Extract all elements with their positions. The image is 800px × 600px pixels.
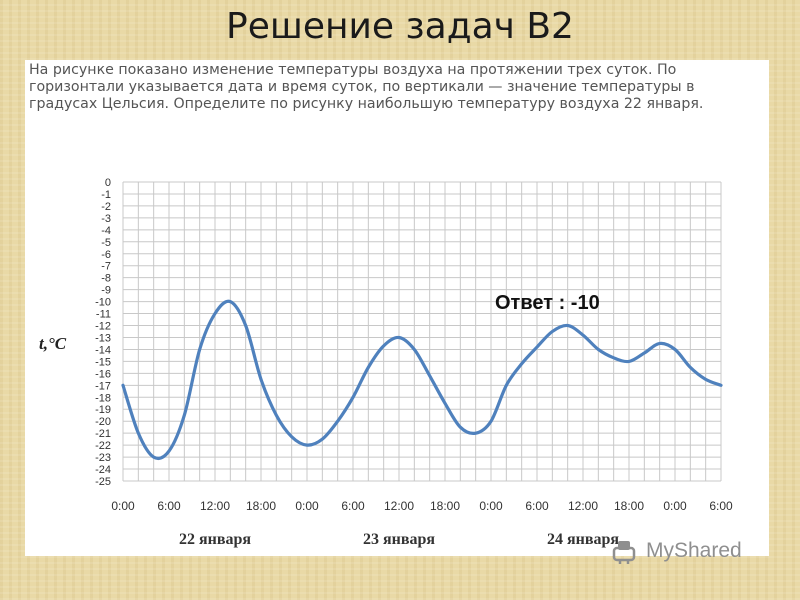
y-tick-label: -11	[96, 309, 111, 321]
myshared-logo-icon	[612, 541, 636, 564]
y-tick-label: -16	[95, 368, 111, 380]
x-tick-label: 6:00	[341, 499, 365, 513]
problem-statement: На рисунке показано изменение температур…	[29, 62, 704, 112]
day-label: 22 января	[179, 531, 251, 548]
y-tick-label: -10	[95, 297, 111, 309]
y-tick-label: -14	[95, 344, 111, 356]
x-tick-label: 0:00	[111, 499, 135, 513]
y-tick-label: -23	[95, 452, 111, 464]
y-tick-label: -9	[101, 285, 111, 297]
y-tick-label: -18	[95, 392, 111, 404]
y-tick-label: -2	[101, 201, 111, 213]
answer-text: Ответ : -10	[495, 292, 600, 314]
y-tick-label: -13	[95, 332, 111, 344]
x-tick-label: 18:00	[246, 499, 276, 513]
x-tick-label: 12:00	[384, 499, 414, 513]
y-tick-label: 0	[105, 177, 111, 189]
task-panel: На рисунке показано изменение температур…	[25, 60, 769, 556]
x-tick-label: 18:00	[614, 499, 644, 513]
y-tick-label: -24	[95, 464, 111, 476]
y-tick-label: -22	[95, 440, 111, 452]
temperature-chart: 0-1-2-3-4-5-6-7-8-9-10-11-12-13-14-15-16…	[39, 177, 733, 548]
x-tick-label: 6:00	[709, 499, 733, 513]
y-tick-label: -7	[101, 261, 111, 273]
x-tick-label: 12:00	[568, 499, 598, 513]
y-tick-label: -4	[101, 225, 111, 237]
y-tick-label: -5	[101, 237, 111, 249]
y-tick-label: -8	[101, 273, 111, 285]
slide-title: Решение задач В2	[226, 6, 574, 47]
y-tick-label: -15	[95, 356, 111, 368]
x-tick-label: 18:00	[430, 499, 460, 513]
y-tick-label: -21	[95, 428, 111, 440]
y-tick-label: -17	[95, 380, 111, 392]
x-tick-label: 12:00	[200, 499, 230, 513]
y-tick-label: -3	[101, 213, 111, 225]
day-label: 24 января	[547, 531, 619, 548]
y-tick-label: -12	[95, 321, 111, 333]
y-tick-label: -19	[95, 404, 111, 416]
x-tick-label: 0:00	[479, 499, 503, 513]
y-tick-label: -6	[101, 249, 111, 261]
watermark: MyShared	[612, 538, 742, 564]
y-tick-label: -25	[95, 476, 111, 488]
day-label: 23 января	[363, 531, 435, 548]
x-tick-label: 6:00	[157, 499, 181, 513]
x-tick-label: 0:00	[295, 499, 319, 513]
x-tick-label: 0:00	[663, 499, 687, 513]
grid	[122, 181, 722, 482]
x-tick-label: 6:00	[525, 499, 549, 513]
watermark-text: MyShared	[646, 539, 742, 562]
y-tick-label: -20	[95, 416, 111, 428]
y-axis-label: t,°C	[39, 334, 67, 353]
y-tick-label: -1	[101, 189, 111, 201]
temperature-series-line	[121, 299, 723, 460]
